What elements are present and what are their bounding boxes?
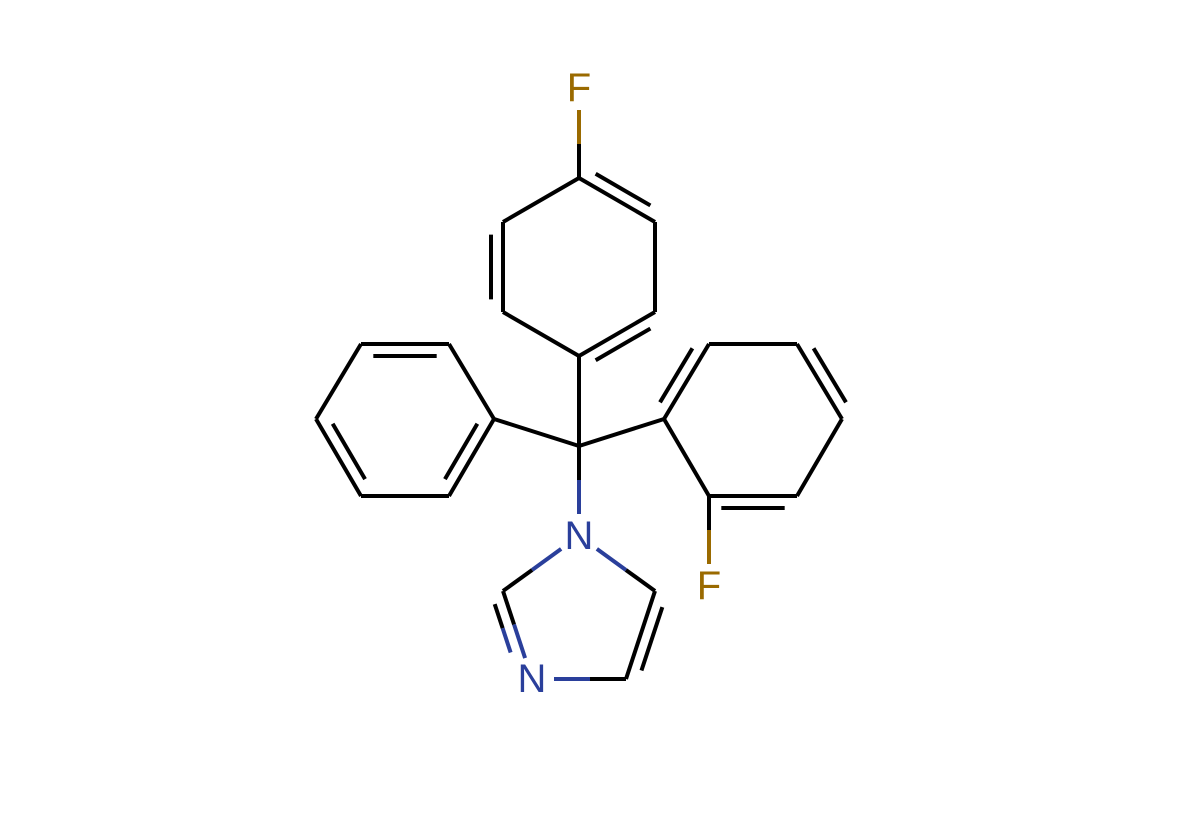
bond-layer (316, 110, 846, 679)
bond-line (449, 344, 494, 419)
atom-layer: F F N N (510, 66, 731, 701)
bond-line (494, 419, 579, 446)
bond-line (503, 591, 514, 625)
bond-line (626, 570, 655, 591)
atom-label-f: F (697, 564, 721, 608)
atom-label-f: F (567, 66, 591, 110)
bond-line (626, 591, 655, 679)
atom-label-n: N (565, 514, 594, 558)
bond-line (503, 570, 532, 591)
atom-label-n: N (518, 657, 547, 701)
bond-line (333, 424, 365, 479)
bond-line (596, 329, 651, 361)
bond-line (797, 419, 842, 496)
bond-line (664, 419, 709, 496)
bond-line (814, 348, 846, 402)
bond-line (579, 419, 664, 446)
bond-line (597, 549, 626, 570)
bond-line (514, 625, 525, 659)
bond-line (596, 174, 651, 206)
bond-line (503, 628, 511, 652)
bond-line (503, 312, 579, 356)
bond-line (660, 348, 692, 402)
bond-line (503, 178, 579, 222)
bond-line (532, 549, 561, 570)
bond-line (445, 424, 477, 479)
bond-line (495, 604, 503, 628)
bond-line (316, 344, 361, 419)
chemical-structure-diagram: F F N N (0, 0, 1191, 837)
